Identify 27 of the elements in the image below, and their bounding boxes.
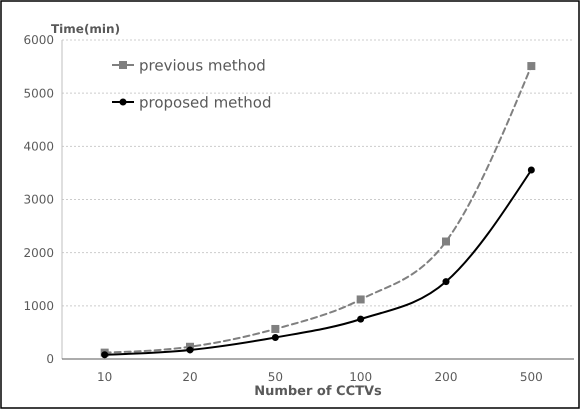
point [356, 295, 365, 304]
y-tick-label: 3000 [23, 192, 54, 207]
point [442, 278, 450, 286]
point [528, 166, 535, 174]
x-tick-label: 100 [349, 370, 372, 384]
point [272, 334, 279, 341]
y-tick-label: 1000 [23, 299, 54, 314]
y-tick-label: 6000 [23, 33, 54, 48]
point [271, 324, 280, 333]
x-tick-label: 10 [97, 370, 112, 384]
point [442, 238, 450, 246]
point [186, 346, 194, 354]
y-tick-label: 2000 [23, 246, 54, 260]
x-axis-title: Number of CCTVs [254, 384, 382, 399]
y-tick-label: 0 [46, 352, 54, 366]
x-tick-label: 20 [182, 370, 198, 384]
y-tick-label: 4000 [23, 140, 54, 154]
y-axis-title: Time(min) [51, 22, 120, 36]
x-tick-label: 500 [520, 370, 543, 384]
y-tick-label: 5000 [23, 86, 54, 100]
point [101, 351, 108, 358]
point [357, 316, 364, 323]
x-tick-label: 200 [434, 370, 458, 384]
legend-label: proposed method [139, 93, 272, 112]
point [527, 62, 536, 70]
legend-label: previous method [139, 56, 266, 74]
x-tick-label: 50 [268, 370, 283, 384]
